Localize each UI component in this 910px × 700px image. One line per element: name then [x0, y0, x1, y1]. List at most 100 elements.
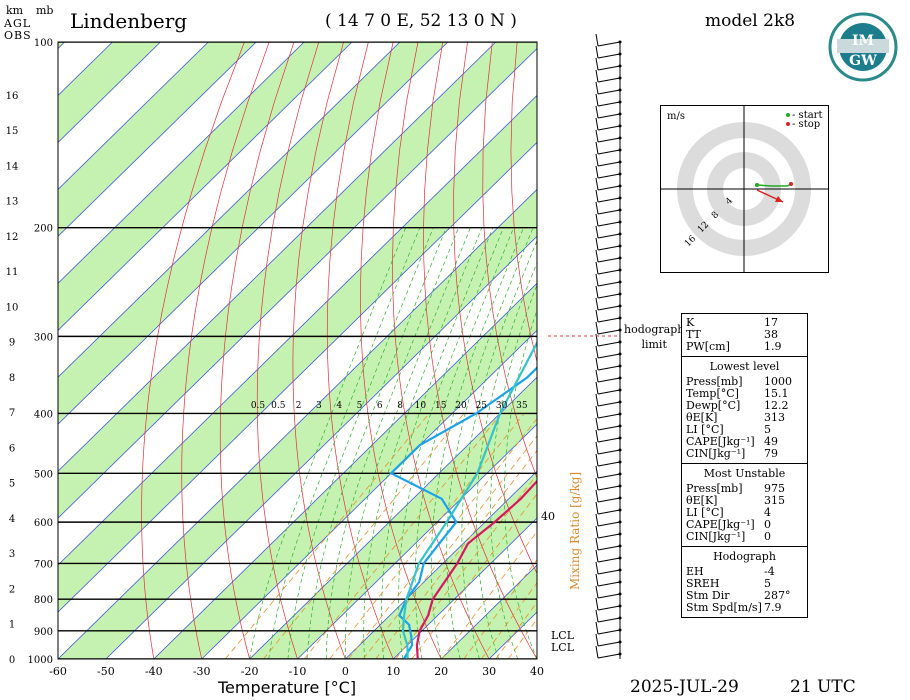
wind-barb-flag: [595, 81, 599, 95]
logo-text-top: IM: [852, 33, 874, 49]
km-tick-label: 13: [6, 197, 19, 208]
km-tick-label: 10: [6, 302, 19, 313]
hodograph-trace: [756, 183, 792, 187]
pressure-tick-label: 300: [34, 332, 53, 343]
mixing-ratio-label: 6: [377, 401, 383, 411]
dry-adiabat: [482, 42, 537, 479]
isotherm-line: [58, 47, 537, 519]
isotherm-line: [58, 141, 537, 613]
dry-adiabat: [453, 42, 537, 575]
wind-barb: [597, 485, 621, 491]
wind-barb: [597, 593, 621, 599]
mixing-ratio-line: [480, 581, 537, 659]
isotherm-line: [153, 282, 537, 659]
wind-barb-flag: [595, 501, 599, 515]
wind-barb-flag: [595, 141, 599, 155]
imgw-logo: IM GW: [828, 12, 898, 82]
moist-adiabat: [414, 227, 514, 659]
mb-label: mb: [36, 4, 54, 17]
stop-legend-dot: [786, 122, 790, 126]
mixing-ratio-line: [362, 435, 537, 659]
wind-barb: [597, 629, 621, 635]
wind-barb: [597, 617, 621, 623]
index-row: CAPE[Jkg⁻¹] 49: [686, 435, 778, 448]
pressure-tick-label: 600: [34, 518, 53, 529]
wind-barb-flag: [595, 273, 599, 287]
wind-barb: [597, 137, 621, 143]
wind-barb-flag: [595, 369, 599, 383]
wind-barb-flag: [595, 165, 599, 179]
moist-adiabat: [363, 227, 483, 659]
km-tick-label: 3: [9, 549, 15, 560]
mixing-ratio-label: 4: [336, 401, 342, 411]
isotherm-line: [393, 517, 537, 659]
index-row: CIN[Jkg⁻¹] 79: [686, 447, 778, 460]
dry-adiabat: [392, 42, 490, 659]
wind-barb-flag: [595, 417, 599, 431]
storm-motion-arrowhead: [775, 196, 783, 202]
km-tick-label: 7: [9, 408, 15, 419]
mixing-ratio-line: [263, 413, 465, 659]
index-row: Press[mb] 1000: [686, 375, 792, 388]
wind-barb-flag: [595, 477, 599, 491]
wind-barb-flag: [595, 309, 599, 323]
mixing-ratio-label: 5: [357, 401, 363, 411]
moist-adiabat: [325, 227, 459, 659]
wind-barb: [597, 197, 621, 203]
dry-adiabat: [256, 42, 320, 659]
wind-barb: [597, 185, 621, 191]
km-tick-label: 1: [9, 620, 15, 631]
wind-barb: [597, 509, 621, 515]
hodograph-unit: m/s: [667, 111, 685, 122]
ring-label-16: 16: [683, 234, 698, 249]
hodograph-title: Hodograph: [713, 550, 776, 563]
most-unstable-title: Most Unstable: [703, 467, 786, 480]
wind-barb: [597, 365, 621, 371]
wind-barb: [597, 641, 621, 647]
x-tick-label: 40: [530, 665, 544, 678]
wind-barb: [597, 281, 621, 287]
mixing-ratio-40-label: 40: [541, 510, 555, 523]
index-row: θE[K] 315: [686, 494, 785, 507]
index-row: θE[K] 313: [686, 411, 785, 424]
obs-label: OBS: [4, 29, 32, 42]
index-row: PW[cm] 1.9: [686, 340, 782, 353]
ring-label-8: 8: [710, 210, 721, 221]
wind-barb: [597, 581, 621, 587]
dry-adiabat: [292, 42, 346, 659]
moist-adiabat: [381, 227, 494, 659]
x-tick-label: -40: [145, 665, 163, 678]
index-row: Stm Dir 287°: [686, 589, 791, 602]
mixing-ratio-line: [411, 493, 537, 659]
wind-barb: [597, 113, 621, 119]
start-legend-label: - start: [792, 110, 822, 121]
isotherm-band: [58, 42, 161, 143]
isotherm-line: [58, 42, 353, 331]
mixing-ratio-line: [375, 449, 537, 659]
station-coords: ( 14 7 0 E, 52 13 0 N ): [325, 11, 517, 31]
hodograph-start-dot: [755, 183, 759, 187]
index-row: SREH 5: [686, 577, 771, 590]
wind-barb-flag: [595, 525, 599, 539]
wind-barb: [597, 545, 621, 551]
isotherm-line: [58, 42, 497, 472]
mixing-ratio-label: 0.5: [251, 401, 266, 411]
mixing-ratio-label: 30: [496, 401, 508, 411]
wind-barb: [597, 101, 621, 107]
pressure-tick-label: 700: [34, 559, 53, 570]
isotherm-line: [105, 235, 537, 659]
wind-barb: [597, 149, 621, 155]
index-row: Stm Spd[m/s] 7.9: [686, 601, 782, 614]
wind-barb-flag: [595, 153, 599, 167]
wind-barb: [597, 173, 621, 179]
wind-barb: [597, 293, 621, 299]
wind-barb: [597, 161, 621, 167]
moist-adiabat: [306, 227, 447, 659]
wind-barb: [597, 437, 621, 443]
index-row: TT 38: [686, 328, 778, 341]
mixing-ratio-label: 20: [455, 401, 467, 411]
isotherm-line: [58, 94, 537, 566]
wind-barb: [597, 533, 621, 539]
wind-barb: [597, 209, 621, 215]
mixing-ratio-label: 3: [316, 401, 322, 411]
